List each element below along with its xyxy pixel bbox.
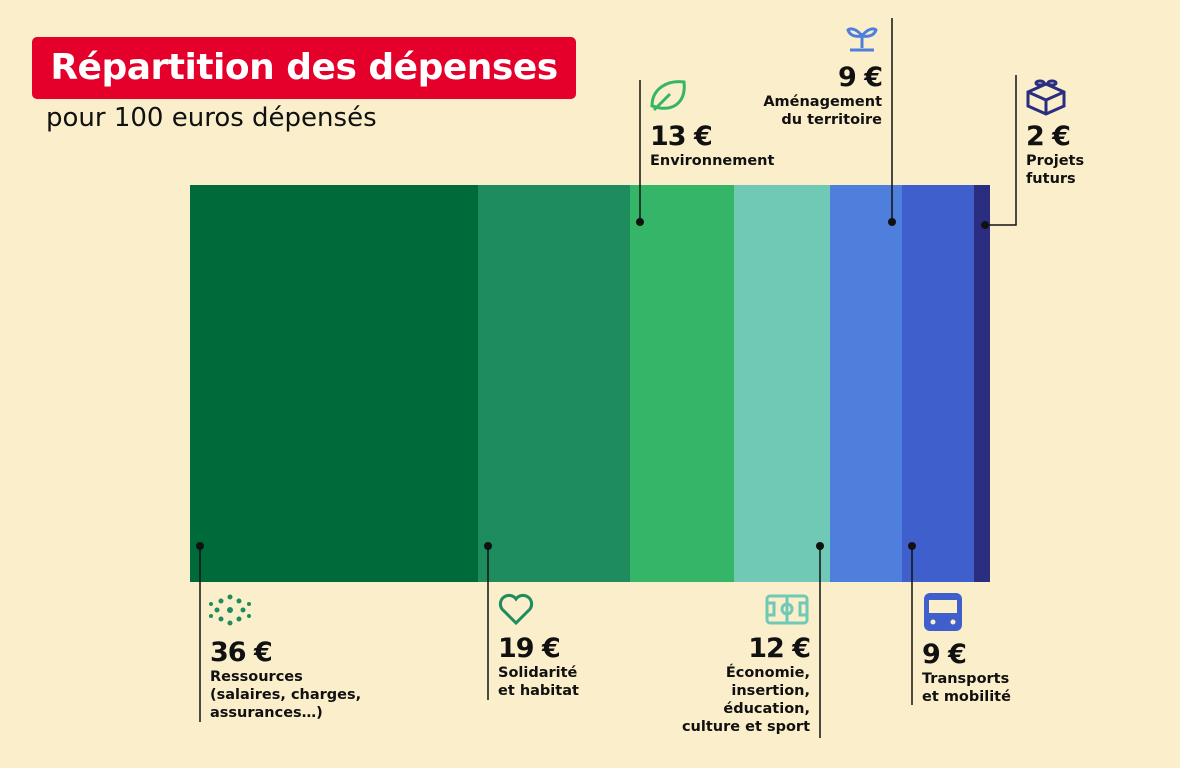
icon-environnement	[650, 80, 686, 112]
category-label: Transports et mobilité	[922, 671, 1011, 705]
leader-line	[985, 75, 1017, 226]
leader-dot	[888, 218, 896, 226]
bar-segment	[830, 185, 902, 582]
leader-dot	[636, 218, 644, 226]
category-label: Environnement	[650, 153, 775, 169]
icon-economie	[765, 594, 809, 625]
bar-segment	[974, 185, 990, 582]
callout: 19 € Solidarité et habitat	[498, 634, 579, 700]
category-label: Solidarité et habitat	[498, 665, 579, 699]
category-label: Économie, insertion, éducation, culture …	[681, 665, 810, 735]
callout: 9 € Transports et mobilité	[922, 640, 1011, 706]
icon-projets	[1026, 79, 1066, 116]
category-label: Aménagement du territoire	[763, 94, 882, 128]
value-label: 9 €	[922, 639, 967, 670]
callout: 2 € Projets futurs	[1026, 122, 1084, 188]
value-label: 19 €	[498, 633, 561, 664]
title: Répartition des dépenses	[32, 37, 576, 99]
subtitle: pour 100 euros dépensés	[46, 103, 377, 133]
leader-dot	[484, 542, 492, 550]
callout: 36 € Ressources (salaires, charges, assur…	[210, 638, 361, 722]
category-label: Projets futurs	[1026, 153, 1085, 187]
bar-segment	[478, 185, 630, 582]
bar-segment	[734, 185, 830, 582]
value-label: 12 €	[748, 633, 811, 664]
callout: 13 € Environnement	[650, 122, 774, 170]
callout: 9 € Aménagement du territoire	[763, 62, 883, 129]
value-label: 13 €	[650, 121, 713, 152]
leader-dot	[816, 542, 824, 550]
leader-dot	[196, 542, 204, 550]
bar-segment	[902, 185, 974, 582]
icon-amenagement	[846, 27, 878, 52]
value-label: 2 €	[1026, 121, 1071, 152]
category-label: Ressources (salaires, charges, assurance…	[210, 669, 362, 721]
leader-dot	[981, 221, 989, 229]
icon-transports	[924, 593, 962, 631]
callout: 12 € Économie, insertion, éducation, cult…	[681, 633, 811, 736]
icon-ressources	[209, 594, 251, 626]
value-label: 36 €	[210, 637, 273, 668]
bar-segment	[630, 185, 734, 582]
value-label: 9 €	[838, 62, 883, 93]
bar-segment	[190, 185, 478, 582]
leader-dot	[908, 542, 916, 550]
icon-solidarite	[498, 593, 534, 626]
